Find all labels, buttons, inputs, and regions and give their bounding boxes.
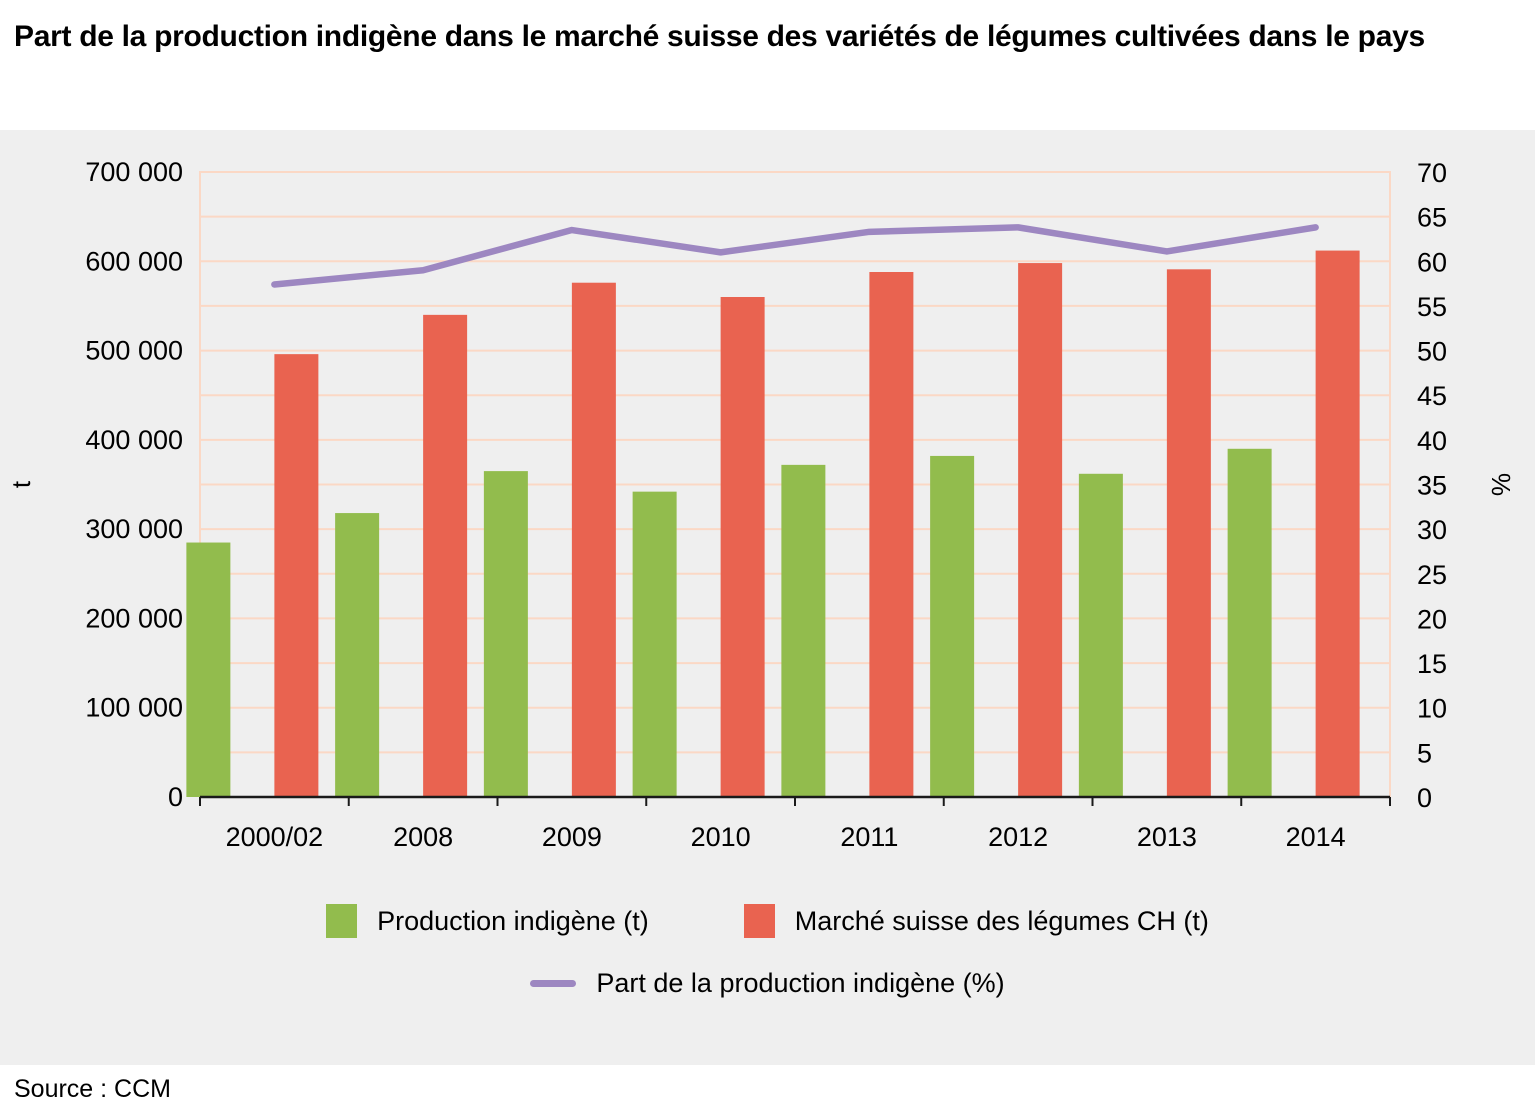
page-title: Part de la production indigène dans le m… <box>14 20 1425 53</box>
legend-label-market: Marché suisse des légumes CH (t) <box>794 905 1209 936</box>
bar-production <box>781 464 826 797</box>
right-axis-tick-label: 20 <box>1417 604 1447 634</box>
legend-label-share: Part de la production indigène (%) <box>596 968 1005 998</box>
right-axis-tick-label: 50 <box>1417 337 1447 367</box>
left-axis-tick-label: 400 000 <box>85 425 183 455</box>
left-axis-tick-label: 500 000 <box>85 336 183 366</box>
bar-market <box>1018 263 1063 797</box>
x-axis-category-label: 2010 <box>691 822 751 852</box>
left-axis-tick-label: 300 000 <box>85 514 183 544</box>
bar-production <box>186 542 231 797</box>
legend-row-line: Part de la production indigène (%) <box>530 968 1005 999</box>
right-axis-tick-label: 25 <box>1417 560 1447 590</box>
right-axis-tick-label: 55 <box>1417 292 1447 322</box>
right-axis-tick-label: 5 <box>1417 738 1432 768</box>
left-axis-title: t <box>6 480 36 488</box>
right-axis-title: % <box>1486 473 1516 496</box>
legend-row-bars: Production indigène (t) Marché suisse de… <box>326 904 1209 938</box>
left-axis-tick-label: 0 <box>168 782 183 812</box>
legend: Production indigène (t) Marché suisse de… <box>0 872 1535 999</box>
chart-svg: 0 100 000 200 000 300 000 400 000 500 000 600 … <box>6 157 1516 852</box>
bar-market <box>571 282 616 797</box>
x-axis-category-label: 2009 <box>542 822 602 852</box>
right-axis-tick-label: 70 <box>1417 158 1447 188</box>
right-axis-tick-label: 0 <box>1417 783 1432 813</box>
legend-label-production: Production indigène (t) <box>377 905 649 936</box>
right-axis-tick-label: 35 <box>1417 471 1447 501</box>
x-axis-category-label: 2014 <box>1286 822 1346 852</box>
left-axis-tick-label: 200 000 <box>85 603 183 633</box>
chart-panel: 0 100 000 200 000 300 000 400 000 500 000 600 … <box>0 130 1535 1065</box>
legend-item-production: Production indigène (t) <box>326 904 649 938</box>
right-axis-tick-label: 30 <box>1417 515 1447 545</box>
left-axis-tick-label: 600 000 <box>85 246 183 276</box>
bar-market <box>720 297 765 797</box>
x-axis-category-label: 2011 <box>840 822 898 852</box>
left-axis-tick-label: 700 000 <box>85 157 183 187</box>
bar-market <box>423 314 468 797</box>
right-axis-tick-label: 15 <box>1417 649 1447 679</box>
share-line <box>271 224 1319 288</box>
bar-market <box>274 354 319 797</box>
right-axis-tick-label: 40 <box>1417 426 1447 456</box>
bar-production <box>483 471 528 797</box>
x-axis-category-label: 2000/02 <box>226 822 324 852</box>
legend-item-market: Marché suisse des légumes CH (t) <box>743 904 1209 938</box>
x-axis-category-label: 2013 <box>1137 822 1197 852</box>
left-axis-tick-label: 100 000 <box>85 693 183 723</box>
source-caption: Source : CCM <box>0 1065 1535 1112</box>
bar-production <box>1078 473 1123 797</box>
legend-swatch-market-icon <box>743 904 775 938</box>
bar-production <box>335 513 380 797</box>
bar-market <box>1166 269 1211 797</box>
legend-item-share: Part de la production indigène (%) <box>530 968 1005 999</box>
right-axis-tick-label: 10 <box>1417 694 1447 724</box>
x-axis-category-label: 2008 <box>393 822 453 852</box>
bar-production <box>1227 448 1272 797</box>
right-axis-tick-label: 60 <box>1417 247 1447 277</box>
bar-production <box>632 491 677 797</box>
bar-market <box>869 272 914 797</box>
bar-production <box>930 455 975 797</box>
legend-swatch-production-icon <box>326 904 358 938</box>
bar-market <box>1315 250 1360 798</box>
right-axis-tick-label: 65 <box>1417 203 1447 233</box>
x-axis-category-label: 2012 <box>988 822 1048 852</box>
legend-swatch-share-line-icon <box>530 980 577 987</box>
right-axis-tick-label: 45 <box>1417 381 1447 411</box>
